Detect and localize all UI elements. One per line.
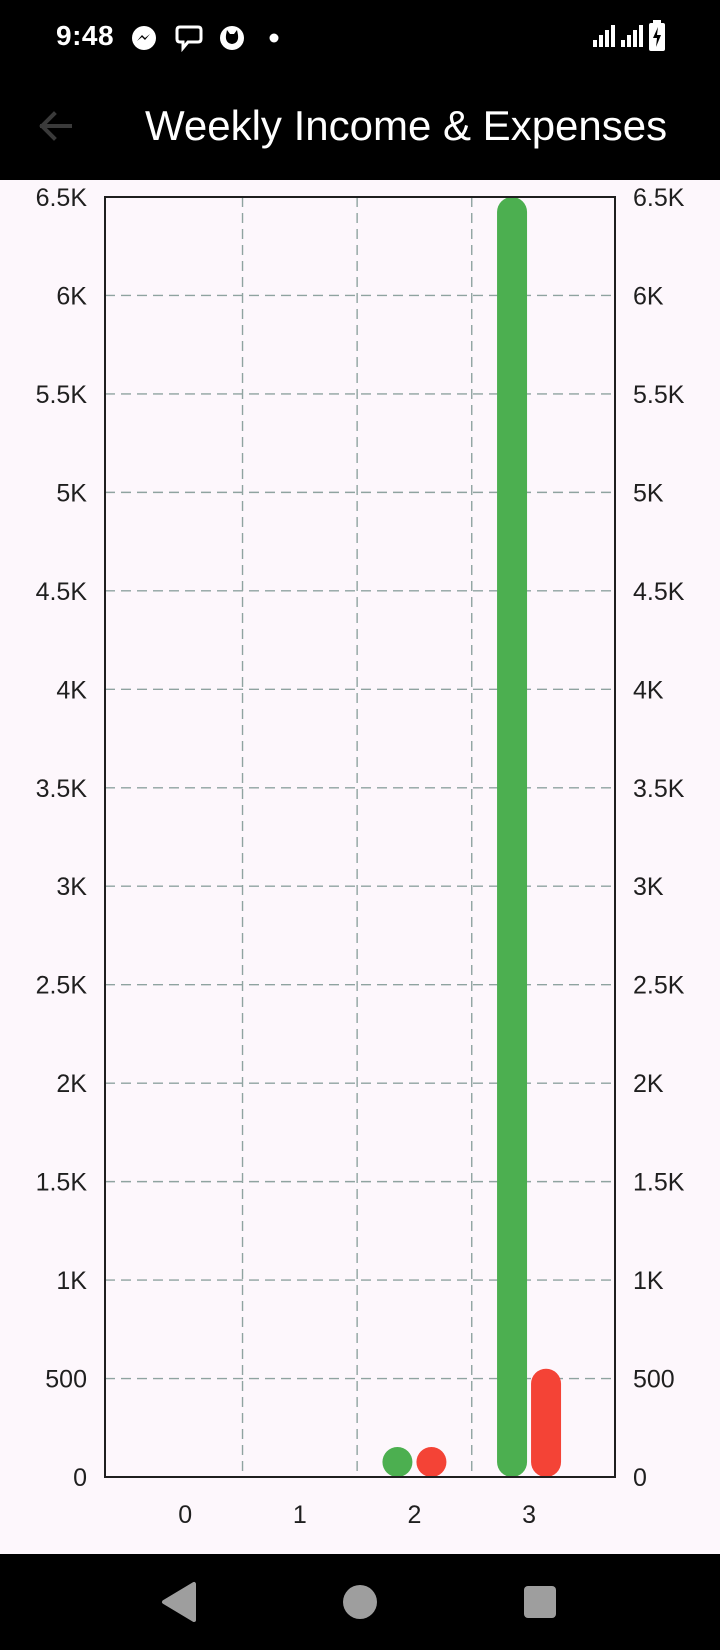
y-tick-label-left: 4K [56, 676, 87, 704]
y-tick-label-right: 3.5K [633, 775, 685, 803]
expense-bar [531, 1368, 562, 1477]
y-tick-label-right: 500 [633, 1366, 675, 1394]
signal-icon [593, 25, 615, 47]
y-tick-label-left: 6K [56, 282, 87, 310]
x-tick-label: 0 [178, 1501, 192, 1529]
y-tick-label-right: 3K [633, 873, 664, 901]
y-tick-label-right: 2.5K [633, 972, 685, 1000]
y-tick-label-left: 3.5K [36, 775, 88, 803]
plot-border [104, 196, 616, 1478]
arrow-back-icon[interactable] [28, 98, 84, 154]
back-triangle-icon[interactable] [154, 1576, 206, 1628]
y-tick-label-right: 1K [633, 1267, 664, 1295]
battery-charging-icon [649, 20, 665, 51]
status-time: 9:48 [56, 20, 115, 51]
y-tick-label-left: 5.5K [36, 381, 88, 409]
y-tick-label-right: 4.5K [633, 578, 685, 606]
y-tick-label-right: 6K [633, 282, 664, 310]
cat-app-icon [220, 26, 244, 50]
y-tick-label-left: 500 [45, 1366, 87, 1394]
y-tick-label-right: 2K [633, 1070, 664, 1098]
y-tick-label-right: 5K [633, 479, 664, 507]
y-tick-label-right: 0 [633, 1464, 647, 1492]
system-nav-bar [0, 1554, 720, 1650]
chat-bubble-icon [175, 25, 203, 52]
y-tick-label-left: 1K [56, 1267, 87, 1295]
y-tick-label-left: 4.5K [36, 578, 88, 606]
home-circle-icon[interactable] [334, 1576, 386, 1628]
x-tick-label: 2 [407, 1501, 421, 1529]
y-tick-label-right: 4K [633, 676, 664, 704]
messenger-icon [132, 26, 156, 50]
income-bar [382, 1447, 413, 1477]
y-tick-label-left: 0 [73, 1464, 87, 1492]
bar-chart: 0 0 500 500 1K 1K 1.5K 1.5K 2K 2K 2.5K 2.5K 3K 3K 3.5K… [36, 184, 685, 1529]
x-tick-label: 1 [293, 1501, 307, 1529]
chart-panel: 0 0 500 500 1K 1K 1.5K 1.5K 2K 2K 2.5K 2.5K 3K 3K 3.5K… [0, 180, 720, 1554]
app-bar: Weekly Income & Expenses [0, 74, 720, 180]
page-title: Weekly Income & Expenses [145, 102, 668, 149]
y-tick-label-left: 5K [56, 479, 87, 507]
y-tick-label-left: 6.5K [36, 184, 88, 212]
recents-square-icon[interactable] [514, 1576, 566, 1628]
y-tick-label-right: 5.5K [633, 381, 685, 409]
signal-icon [621, 25, 643, 47]
y-tick-label-left: 1.5K [36, 1169, 88, 1197]
y-tick-label-right: 6.5K [633, 184, 685, 212]
notification-dot-icon [269, 33, 279, 43]
y-tick-label-left: 2K [56, 1070, 87, 1098]
y-tick-label-left: 3K [56, 873, 87, 901]
income-bar [497, 197, 528, 1477]
x-tick-label: 3 [522, 1501, 536, 1529]
y-tick-label-right: 1.5K [633, 1169, 685, 1197]
y-tick-label-left: 2.5K [36, 972, 88, 1000]
expense-bar [416, 1447, 447, 1477]
status-bar: 9:48 [0, 0, 720, 74]
